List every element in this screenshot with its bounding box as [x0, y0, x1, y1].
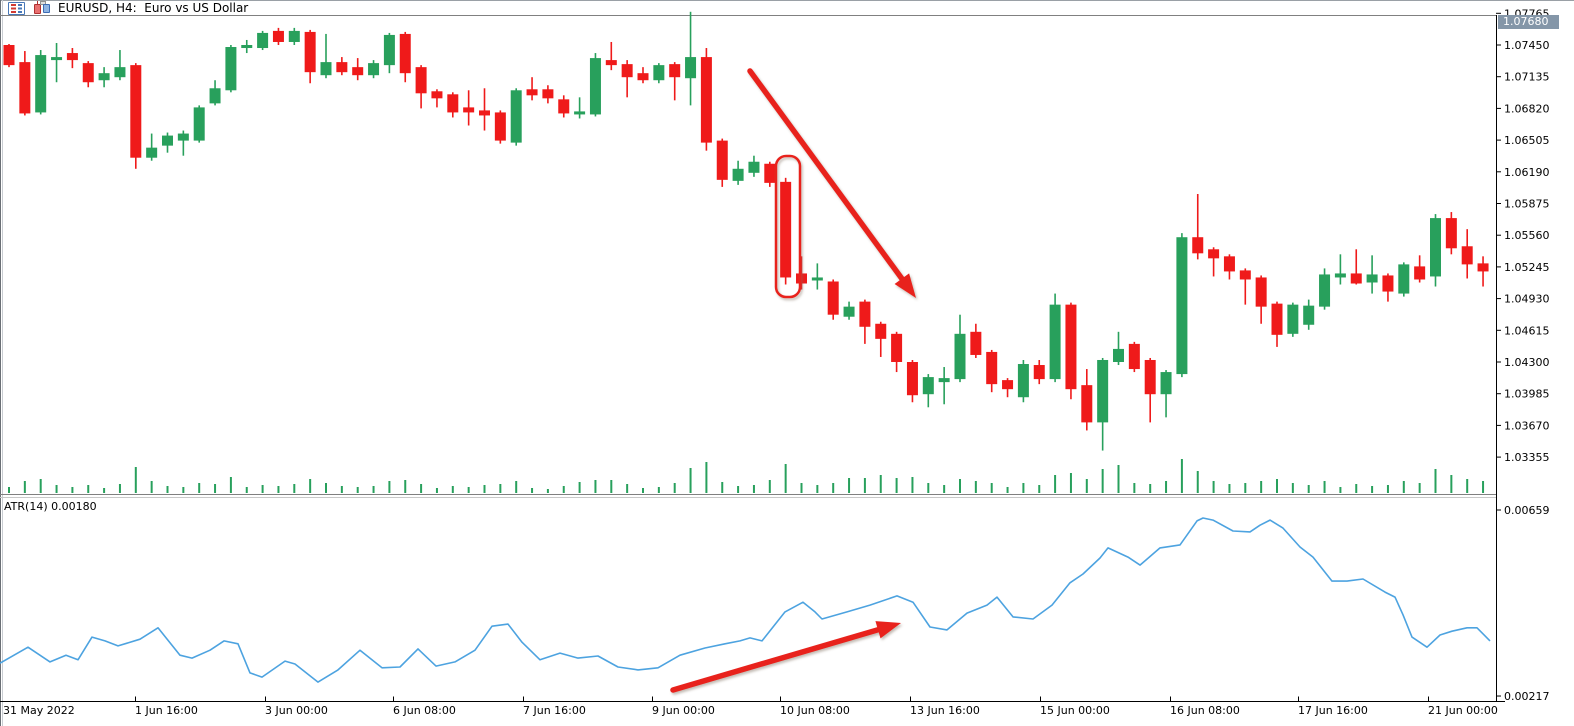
price-tick-label: 1.04615	[1504, 324, 1550, 337]
volume-layer	[8, 459, 1485, 493]
indicator-pane[interactable]	[3, 498, 1496, 701]
time-tick-label: 7 Jun 16:00	[523, 704, 586, 717]
price-tick-label: 1.06820	[1504, 102, 1550, 115]
market-watch-icon	[8, 1, 25, 15]
time-tick-label: 15 Jun 00:00	[1040, 704, 1110, 717]
time-tick-label: 17 Jun 16:00	[1298, 704, 1368, 717]
atr-line	[0, 517, 1491, 683]
trend-annotations[interactable]	[670, 68, 916, 693]
price-tick-label: 1.05560	[1504, 229, 1550, 242]
atr-rise-arrow[interactable]	[670, 621, 901, 693]
price-tick-label: 1.05245	[1504, 261, 1550, 274]
price-tick-label: 1.04930	[1504, 293, 1550, 306]
price-tick-label: 1.05875	[1504, 198, 1550, 211]
time-tick-label: 10 Jun 08:00	[780, 704, 850, 717]
chart-title-bar: EURUSD, H4: Euro vs US Dollar	[8, 1, 248, 15]
price-tick-label: 1.06190	[1504, 166, 1550, 179]
time-tick-label: 1 Jun 16:00	[135, 704, 198, 717]
time-tick-label: 21 Jun 00:00	[1428, 704, 1498, 717]
time-tick-label: 3 Jun 00:00	[265, 704, 328, 717]
chart-title: EURUSD, H4: Euro vs US Dollar	[58, 1, 249, 15]
price-tick-label: 1.07450	[1504, 39, 1550, 52]
time-tick-label: 9 Jun 00:00	[652, 704, 715, 717]
price-tick-label: 1.06505	[1504, 134, 1550, 147]
price-tick-label: 1.07135	[1504, 71, 1550, 84]
candles-layer	[3, 11, 1489, 451]
price-tick-label: 1.03670	[1504, 419, 1550, 432]
time-tick-label: 6 Jun 08:00	[393, 704, 456, 717]
indicator-tick-label: 0.00659	[1504, 504, 1550, 517]
indicator-label: ATR(14) 0.00180	[4, 500, 97, 513]
main-chart-plot-area[interactable]	[3, 16, 1496, 494]
plot-areas[interactable]	[3, 16, 1496, 701]
price-tick-label: 1.03985	[1504, 388, 1550, 401]
time-tick-label: 16 Jun 08:00	[1170, 704, 1240, 717]
price-tick-label: 1.04300	[1504, 356, 1550, 369]
price-axis: 1.077651.074501.071351.068201.065051.061…	[1496, 7, 1550, 464]
current-price-badge: 1.07680	[1498, 15, 1559, 29]
time-tick-label: 31 May 2022	[3, 704, 75, 717]
indicator-axis: 0.00659 0.00217	[1496, 504, 1550, 703]
chart-window-icon	[32, 1, 51, 15]
highlight-candle-box[interactable]	[774, 154, 802, 299]
panel-splitter[interactable]	[0, 494, 1496, 498]
time-axis: 31 May 2022 1 Jun 16:00 3 Jun 00:00 6 Jun 0…	[3, 696, 1498, 717]
price-drop-arrow[interactable]	[747, 68, 916, 298]
indicator-tick-label: 0.00217	[1504, 690, 1550, 703]
price-tick-label: 1.03355	[1504, 451, 1550, 464]
time-tick-label: 13 Jun 16:00	[910, 704, 980, 717]
